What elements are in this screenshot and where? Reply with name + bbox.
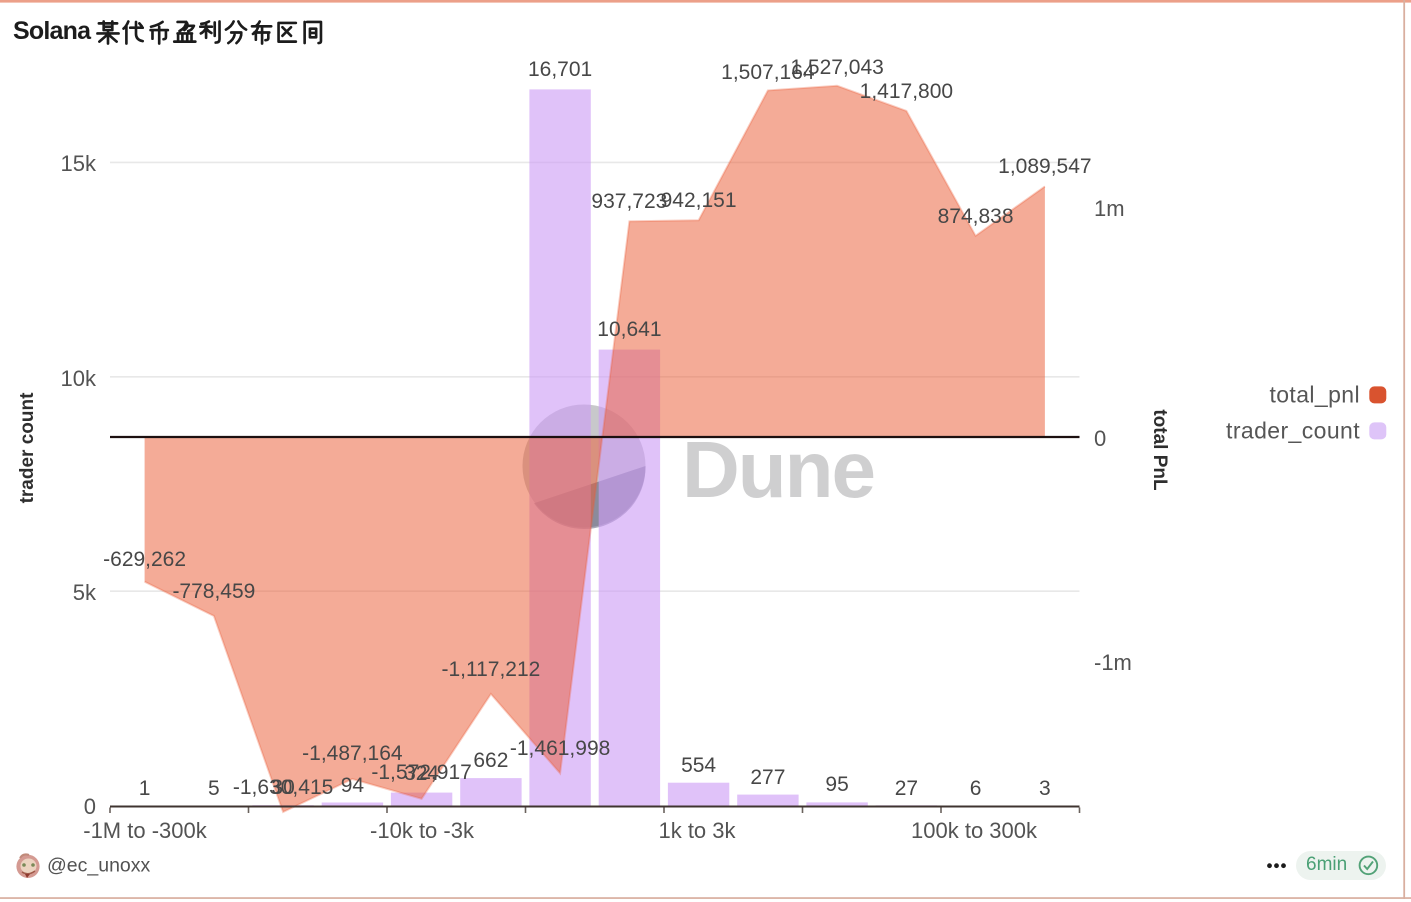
svg-text:Dune: Dune xyxy=(682,425,874,514)
